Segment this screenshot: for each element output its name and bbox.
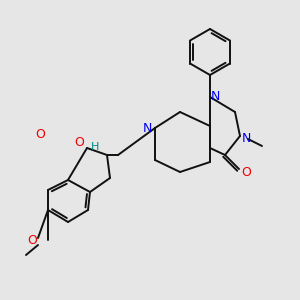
Text: O: O — [74, 136, 84, 148]
Text: O: O — [35, 128, 45, 140]
Text: N: N — [241, 131, 251, 145]
Text: O: O — [27, 235, 37, 248]
Text: N: N — [142, 122, 152, 134]
Text: O: O — [241, 166, 251, 178]
Text: H: H — [91, 142, 99, 152]
Text: N: N — [210, 89, 220, 103]
